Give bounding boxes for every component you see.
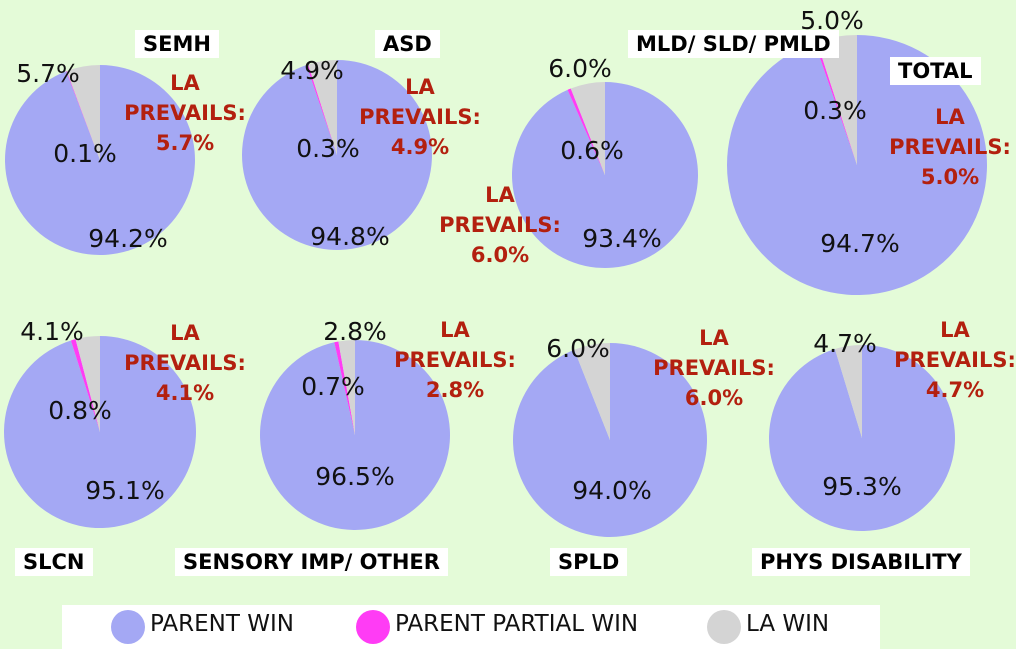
pie-slice xyxy=(308,60,337,155)
pie-slice xyxy=(834,345,862,438)
value-label: 95.1% xyxy=(85,476,164,505)
value-label: 0.3% xyxy=(803,96,867,125)
value-label: 94.8% xyxy=(310,222,389,251)
pie-slice xyxy=(306,64,337,155)
pie-title: TOTAL xyxy=(890,57,981,85)
annotation-text: LA PREVAILS: xyxy=(653,326,775,380)
value-label: 6.0% xyxy=(546,334,610,363)
value-label: 95.3% xyxy=(822,472,901,501)
annotation-text: LA PREVAILS: xyxy=(359,75,481,129)
value-label: 94.7% xyxy=(820,229,899,258)
pie-title: SLCN xyxy=(15,548,93,576)
pie-slice xyxy=(75,336,100,432)
legend-label: PARENT PARTIAL WIN xyxy=(395,611,639,637)
annotation-text: LA PREVAILS: xyxy=(439,183,561,237)
value-label: 94.2% xyxy=(88,224,167,253)
annotation-value: 6.0% xyxy=(470,243,530,267)
pie-title: SPLD xyxy=(550,548,628,576)
pie-slice xyxy=(66,65,100,160)
value-label: 4.7% xyxy=(813,329,877,358)
pie-title: ASD xyxy=(375,30,440,58)
pie-title: SEMH xyxy=(135,30,219,58)
pie-slice xyxy=(334,341,355,435)
value-label: 4.1% xyxy=(20,317,84,346)
pie-slice xyxy=(574,343,610,440)
value-label: 6.0% xyxy=(548,54,612,83)
value-label: 0.3% xyxy=(296,134,360,163)
pie-title: PHYS DISABILITY xyxy=(752,548,970,576)
annotation-value: 4.7% xyxy=(925,378,985,402)
pie-slice xyxy=(814,41,857,165)
pie-slice xyxy=(5,65,196,256)
legend xyxy=(62,605,880,649)
value-label: 96.5% xyxy=(315,462,394,491)
annotation: LA PREVAILS: 6.0% xyxy=(653,323,775,413)
annotation: LA PREVAILS: 5.7% xyxy=(124,68,246,158)
pie-slice xyxy=(66,71,100,160)
value-label: 4.9% xyxy=(280,56,344,85)
value-label: 0.6% xyxy=(560,136,624,165)
annotation-text: LA PREVAILS: xyxy=(894,318,1016,372)
annotation: LA PREVAILS: 6.0% xyxy=(439,180,561,270)
annotation-value: 2.8% xyxy=(425,378,485,402)
legend-label: PARENT WIN xyxy=(150,611,294,637)
legend-swatch xyxy=(707,610,741,644)
legend-swatch xyxy=(356,610,390,644)
annotation-text: LA PREVAILS: xyxy=(889,105,1011,159)
legend-label: LA WIN xyxy=(746,611,830,637)
annotation: LA PREVAILS: 4.9% xyxy=(359,72,481,162)
annotation-value: 5.7% xyxy=(155,131,215,155)
annotation: LA PREVAILS: 4.7% xyxy=(894,315,1016,405)
annotation-value: 4.9% xyxy=(390,135,450,159)
annotation-value: 4.1% xyxy=(155,381,215,405)
value-label: 0.8% xyxy=(48,396,112,425)
value-label: 0.1% xyxy=(53,139,117,168)
value-label: 0.7% xyxy=(301,372,365,401)
pie-title: SENSORY IMP/ OTHER xyxy=(175,548,448,576)
annotation-value: 6.0% xyxy=(684,386,744,410)
value-label: 5.7% xyxy=(16,59,80,88)
pie-slice xyxy=(570,82,605,175)
pie-slice xyxy=(259,340,450,530)
value-label: 2.8% xyxy=(323,317,387,346)
legend-swatch xyxy=(111,610,145,644)
pie-slice xyxy=(567,88,605,175)
pie-slice xyxy=(70,339,100,432)
annotation-text: LA PREVAILS: xyxy=(394,318,516,372)
pie-slice xyxy=(816,35,857,165)
annotation-text: LA PREVAILS: xyxy=(124,71,246,125)
value-label: 93.4% xyxy=(582,224,661,253)
annotation: LA PREVAILS: 5.0% xyxy=(889,102,1011,192)
value-label: 94.0% xyxy=(572,476,651,505)
pie-slice xyxy=(338,340,355,435)
annotation: LA PREVAILS: 4.1% xyxy=(124,318,246,408)
annotation-text: LA PREVAILS: xyxy=(124,321,246,375)
annotation: LA PREVAILS: 2.8% xyxy=(394,315,516,405)
annotation-value: 5.0% xyxy=(920,165,980,189)
pie-slice xyxy=(4,336,197,528)
pie-title: MLD/ SLD/ PMLD xyxy=(628,30,839,58)
